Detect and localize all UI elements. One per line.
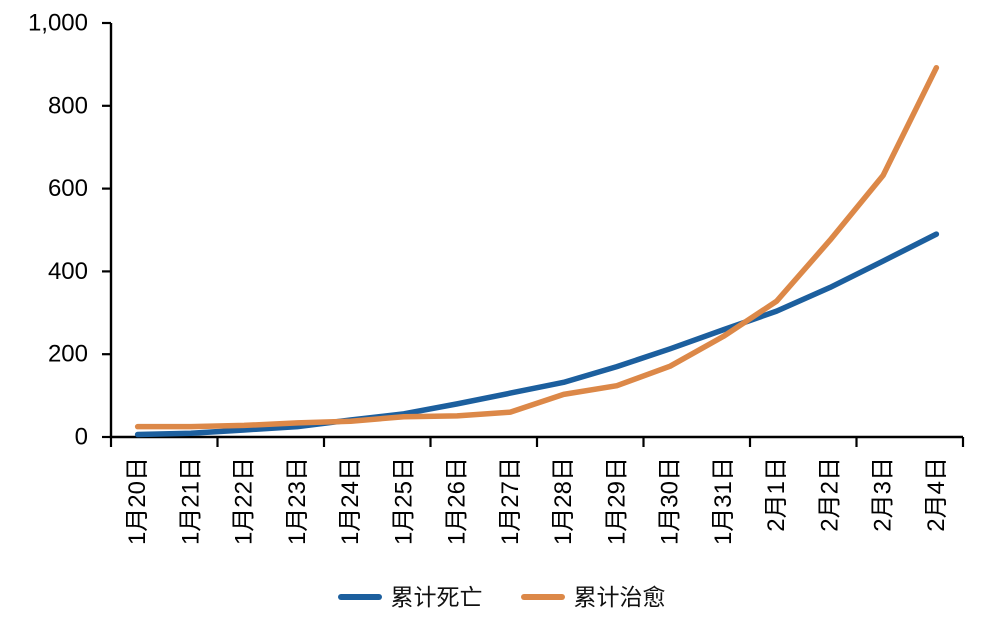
svg-text:1月22日: 1月22日 bbox=[231, 457, 258, 545]
chart-legend: 累计死亡 累计治愈 bbox=[0, 581, 1003, 613]
legend-label-cumulative-deaths: 累计死亡 bbox=[390, 583, 483, 610]
legend-item-cumulative-deaths: 累计死亡 bbox=[337, 583, 483, 610]
svg-text:2月4日: 2月4日 bbox=[923, 457, 950, 532]
legend-label-cumulative-cured: 累计治愈 bbox=[573, 583, 666, 610]
legend-item-cumulative-cured: 累计治愈 bbox=[520, 583, 666, 610]
svg-text:400: 400 bbox=[48, 258, 88, 285]
svg-text:1月20日: 1月20日 bbox=[124, 457, 151, 545]
svg-text:2月3日: 2月3日 bbox=[870, 457, 897, 532]
svg-text:0: 0 bbox=[75, 424, 88, 451]
svg-text:1月28日: 1月28日 bbox=[550, 457, 577, 545]
svg-text:1月31日: 1月31日 bbox=[710, 457, 737, 545]
svg-text:2月1日: 2月1日 bbox=[763, 457, 790, 532]
svg-text:1月21日: 1月21日 bbox=[177, 457, 204, 545]
svg-text:800: 800 bbox=[48, 92, 88, 119]
svg-text:1月27日: 1月27日 bbox=[497, 457, 524, 545]
svg-text:1月23日: 1月23日 bbox=[284, 457, 311, 545]
svg-text:1月25日: 1月25日 bbox=[390, 457, 417, 545]
svg-text:1月30日: 1月30日 bbox=[657, 457, 684, 545]
svg-text:200: 200 bbox=[48, 341, 88, 368]
svg-text:1,000: 1,000 bbox=[28, 10, 88, 37]
svg-text:1月29日: 1月29日 bbox=[603, 457, 630, 545]
svg-text:1月26日: 1月26日 bbox=[444, 457, 471, 545]
svg-text:2月2日: 2月2日 bbox=[816, 457, 843, 532]
legend-line-swatch-cured bbox=[520, 594, 565, 600]
svg-text:600: 600 bbox=[48, 175, 88, 202]
legend-line-swatch-deaths bbox=[337, 594, 382, 600]
svg-text:1月24日: 1月24日 bbox=[337, 457, 364, 545]
